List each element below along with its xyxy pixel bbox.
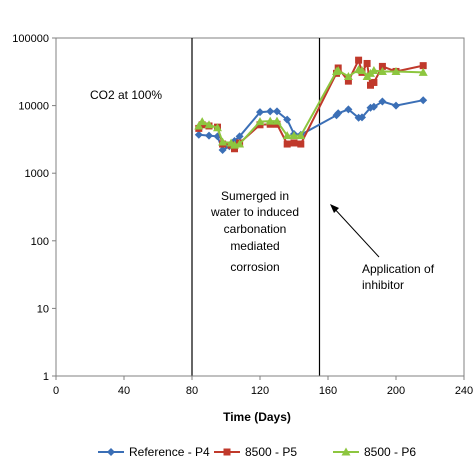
data-point <box>334 109 343 118</box>
data-point <box>363 59 371 67</box>
data-point <box>204 120 214 129</box>
data-point <box>218 146 227 155</box>
legend-item-1: Reference - P4 <box>98 445 210 459</box>
data-point <box>213 123 222 132</box>
series-group <box>194 56 428 155</box>
data-point <box>235 132 244 141</box>
legend-label: Reference - P4 <box>129 445 210 459</box>
data-point <box>235 139 245 148</box>
inhibitor-line-2: inhibitor <box>362 278 404 292</box>
data-point <box>378 62 386 70</box>
data-point <box>333 66 343 75</box>
data-point <box>419 62 427 70</box>
x-tick-label: 0 <box>53 385 59 397</box>
data-point <box>357 66 367 75</box>
series-line <box>198 68 424 147</box>
data-point <box>297 140 305 148</box>
data-point <box>377 66 387 75</box>
legend-swatch-marker <box>107 448 115 456</box>
submerged-line-4: mediated <box>230 239 279 253</box>
legend-swatch-marker <box>223 448 231 456</box>
data-point <box>378 97 387 106</box>
data-point <box>283 115 292 124</box>
co2-annotation: CO2 at 100% <box>90 88 162 102</box>
x-tick-label: 160 <box>319 385 337 397</box>
vertical-lines <box>191 38 321 376</box>
submerged-line-3: carbonation <box>224 222 287 236</box>
legend-label: 8500 - P6 <box>364 445 416 459</box>
data-point <box>358 113 366 122</box>
data-point <box>266 107 275 116</box>
data-point <box>289 131 299 140</box>
data-point <box>197 117 207 126</box>
x-tick-label: 120 <box>251 385 269 397</box>
data-point <box>194 121 204 130</box>
data-point <box>272 116 282 125</box>
data-point <box>231 145 238 153</box>
data-point <box>392 101 400 110</box>
x-tick-label: 80 <box>186 385 198 397</box>
data-point <box>290 139 298 147</box>
legend-swatch-marker <box>341 447 351 456</box>
data-point <box>418 67 428 76</box>
data-point <box>273 107 281 116</box>
submerged-line-2: water to induced <box>210 205 299 219</box>
x-axis-title: Time (Days) <box>223 410 291 424</box>
data-point <box>344 105 353 114</box>
y-tick-label: 1 <box>43 371 49 383</box>
data-point <box>370 78 378 86</box>
series-3 <box>194 65 428 149</box>
legend-label: 8500 - P5 <box>245 445 297 459</box>
y-tick-label: 100000 <box>12 33 49 45</box>
data-point <box>194 130 203 139</box>
data-point <box>218 137 228 146</box>
data-point <box>283 140 291 148</box>
y-tick-label: 1000 <box>25 168 49 180</box>
legend-item-3: 8500 - P6 <box>333 445 416 459</box>
data-point <box>256 108 264 117</box>
data-point <box>369 102 378 111</box>
data-point <box>419 96 428 105</box>
inhibitor-line-1: Application of <box>362 262 435 276</box>
data-point <box>265 116 275 125</box>
data-point <box>205 131 213 140</box>
data-point <box>391 66 401 75</box>
y-tick-label: 10 <box>37 303 49 315</box>
legend: Reference - P4 8500 - P5 8500 - P6 <box>98 445 416 459</box>
data-point <box>282 131 292 140</box>
data-point <box>296 131 306 140</box>
y-tick-label: 10000 <box>18 101 49 113</box>
axes: 1 10 100 1000 10000 100000 0 40 80 120 160 200 240 <box>12 33 473 397</box>
inhibitor-annotation: Application of inhibitor <box>330 204 435 292</box>
submerged-annotation: Sumerged in water to induced carbonation… <box>210 189 299 274</box>
submerged-line-5: corrosion <box>230 260 279 274</box>
data-point <box>344 77 352 85</box>
data-point <box>355 56 363 64</box>
inhibitor-arrow <box>331 205 380 258</box>
data-point <box>369 66 379 75</box>
submerged-line-1: Sumerged in <box>221 189 289 203</box>
inhibitor-arrowhead <box>330 204 339 213</box>
x-tick-label: 200 <box>387 385 405 397</box>
y-tick-label: 100 <box>31 236 49 248</box>
data-point <box>255 117 265 126</box>
legend-item-2: 8500 - P5 <box>214 445 297 459</box>
data-point <box>343 71 353 80</box>
x-tick-label: 40 <box>118 385 130 397</box>
x-tick-label: 240 <box>455 385 473 397</box>
